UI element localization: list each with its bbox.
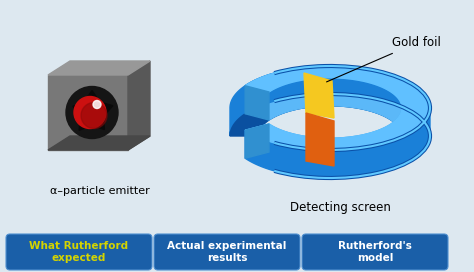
Polygon shape xyxy=(245,66,430,150)
Bar xyxy=(48,75,128,150)
Polygon shape xyxy=(73,91,113,130)
Text: Actual experimental
results: Actual experimental results xyxy=(167,241,287,263)
Text: Gold foil: Gold foil xyxy=(327,36,441,82)
Polygon shape xyxy=(48,61,150,75)
FancyBboxPatch shape xyxy=(6,234,152,270)
Polygon shape xyxy=(48,136,150,150)
Text: What Rutherford
expected: What Rutherford expected xyxy=(29,241,128,263)
FancyBboxPatch shape xyxy=(154,234,300,270)
Polygon shape xyxy=(245,86,269,120)
Circle shape xyxy=(66,86,118,138)
Polygon shape xyxy=(306,113,334,166)
Text: α–particle emitter: α–particle emitter xyxy=(50,186,150,196)
Circle shape xyxy=(74,97,106,128)
Polygon shape xyxy=(304,73,334,118)
FancyBboxPatch shape xyxy=(302,234,448,270)
Polygon shape xyxy=(245,66,430,150)
Polygon shape xyxy=(245,124,269,158)
Polygon shape xyxy=(128,61,150,150)
Text: Detecting screen: Detecting screen xyxy=(290,201,391,214)
Polygon shape xyxy=(230,66,430,136)
Polygon shape xyxy=(245,66,430,178)
Polygon shape xyxy=(258,78,402,136)
Text: Rutherford's
model: Rutherford's model xyxy=(338,241,412,263)
Circle shape xyxy=(93,100,101,109)
Polygon shape xyxy=(269,78,402,166)
Polygon shape xyxy=(230,94,430,136)
Circle shape xyxy=(81,103,107,128)
